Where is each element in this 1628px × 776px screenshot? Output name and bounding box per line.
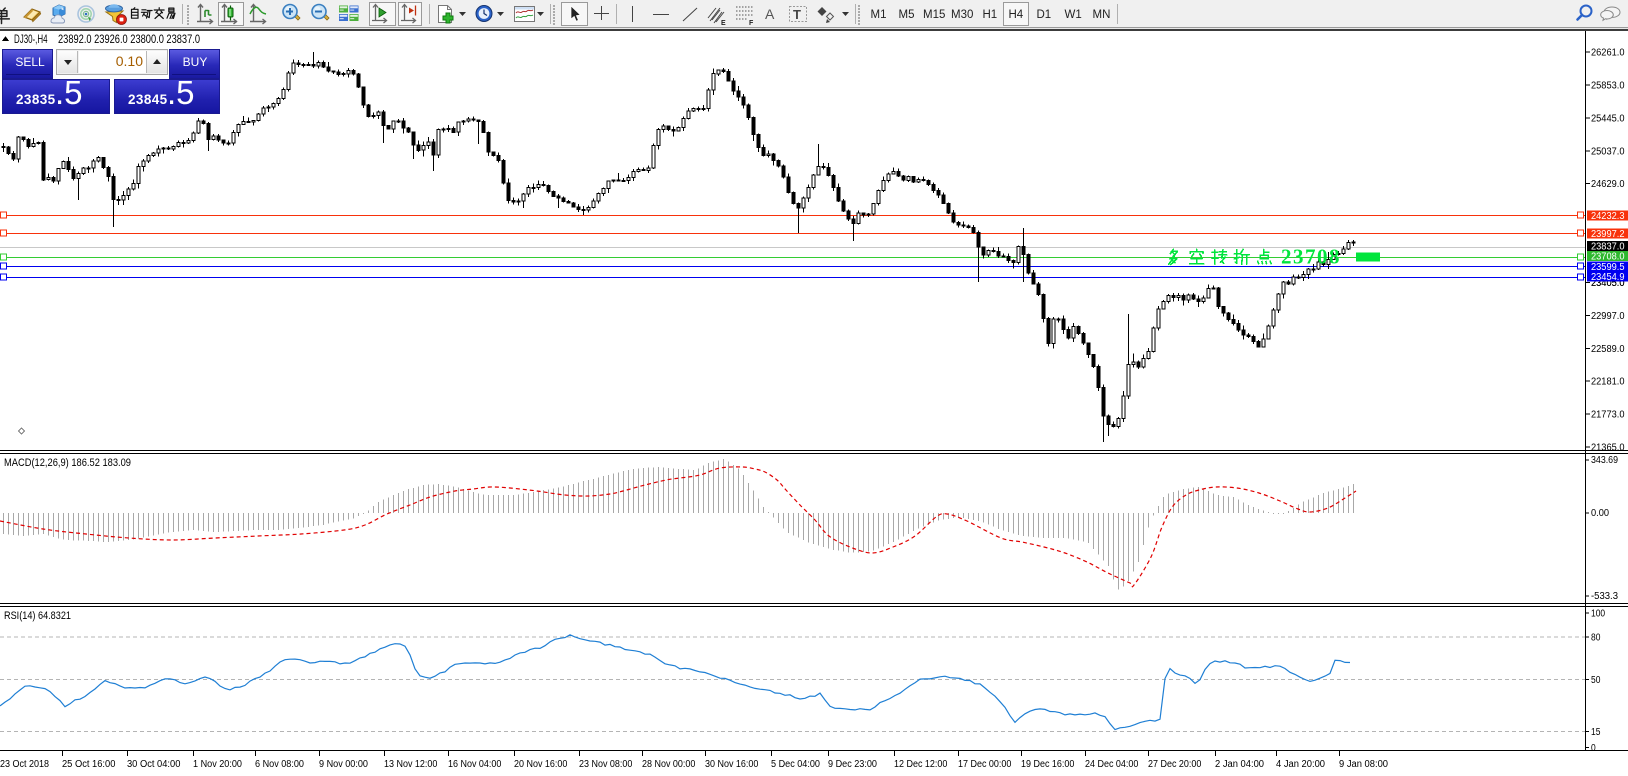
svg-text:M15: M15 [923, 9, 945, 21]
svg-text:19 Dec 16:00: 19 Dec 16:00 [1021, 759, 1075, 770]
svg-text:23997.2: 23997.2 [1591, 229, 1625, 240]
svg-text:17 Dec 00:00: 17 Dec 00:00 [958, 759, 1012, 770]
svg-text:MN: MN [1093, 9, 1111, 21]
svg-text:MACD(12,26,9) 186.52 183.09: MACD(12,26,9) 186.52 183.09 [4, 457, 131, 469]
svg-text:-533.3: -533.3 [1591, 591, 1618, 602]
svg-text:0.00: 0.00 [1591, 508, 1609, 519]
svg-text:22997.0: 22997.0 [1591, 311, 1625, 322]
svg-text:23837.0: 23837.0 [1591, 242, 1625, 253]
svg-text:23708.0: 23708.0 [1591, 252, 1625, 263]
svg-text:20 Nov 16:00: 20 Nov 16:00 [514, 759, 568, 770]
svg-text:9 Dec 23:00: 9 Dec 23:00 [828, 759, 877, 770]
svg-text:23454.9: 23454.9 [1591, 272, 1625, 283]
svg-text:5 Dec 04:00: 5 Dec 04:00 [771, 759, 820, 770]
svg-text:24232.3: 24232.3 [1591, 211, 1625, 222]
svg-text:M5: M5 [899, 9, 915, 21]
svg-text:21365.0: 21365.0 [1591, 443, 1625, 454]
svg-text:0: 0 [1591, 743, 1596, 754]
svg-text:W1: W1 [1065, 9, 1082, 21]
svg-text:26261.0: 26261.0 [1591, 48, 1625, 59]
svg-text:343.69: 343.69 [1591, 455, 1618, 466]
svg-text:28 Nov 00:00: 28 Nov 00:00 [642, 759, 696, 770]
svg-text:23405.0: 23405.0 [1591, 278, 1625, 289]
svg-text:25 Oct 16:00: 25 Oct 16:00 [62, 759, 116, 770]
svg-text:4 Jan 20:00: 4 Jan 20:00 [1276, 759, 1325, 770]
svg-text:24 Dec 04:00: 24 Dec 04:00 [1085, 759, 1139, 770]
svg-text:M1: M1 [871, 9, 887, 21]
svg-text:E: E [721, 20, 726, 27]
svg-text:9 Nov 00:00: 9 Nov 00:00 [319, 759, 368, 770]
svg-text:30 Nov 16:00: 30 Nov 16:00 [705, 759, 759, 770]
svg-text:16 Nov 04:00: 16 Nov 04:00 [448, 759, 502, 770]
svg-text:23892.0 23926.0 23800.0 23837.: 23892.0 23926.0 23800.0 23837.0 [58, 32, 200, 46]
svg-text:24629.0: 24629.0 [1591, 179, 1625, 190]
svg-text:H4: H4 [1009, 9, 1024, 21]
svg-text:6 Nov 08:00: 6 Nov 08:00 [255, 759, 304, 770]
svg-text:25853.0: 25853.0 [1591, 80, 1625, 91]
svg-text:M30: M30 [951, 9, 973, 21]
svg-text:1 Nov 20:00: 1 Nov 20:00 [193, 759, 242, 770]
svg-text:12 Dec 12:00: 12 Dec 12:00 [894, 759, 948, 770]
svg-text:2 Jan 04:00: 2 Jan 04:00 [1215, 759, 1264, 770]
svg-text:50: 50 [1591, 675, 1601, 686]
svg-text:27 Dec 20:00: 27 Dec 20:00 [1148, 759, 1202, 770]
svg-text:22589.0: 22589.0 [1591, 344, 1625, 355]
svg-text:13 Nov 12:00: 13 Nov 12:00 [384, 759, 438, 770]
svg-text:9 Jan 08:00: 9 Jan 08:00 [1339, 759, 1388, 770]
svg-text:H1: H1 [983, 9, 998, 21]
svg-text:25037.0: 25037.0 [1591, 146, 1625, 157]
svg-text:A: A [765, 6, 775, 22]
svg-text:15: 15 [1591, 727, 1601, 738]
svg-text:21773.0: 21773.0 [1591, 410, 1625, 421]
svg-text:22181.0: 22181.0 [1591, 377, 1625, 388]
svg-text:T: T [793, 7, 801, 22]
svg-text:23 Nov 08:00: 23 Nov 08:00 [579, 759, 633, 770]
svg-text:23405.0: 23405.0 [1591, 278, 1625, 289]
svg-text:DJ30-,H4: DJ30-,H4 [14, 32, 48, 46]
svg-text:D1: D1 [1037, 9, 1052, 21]
svg-text:30 Oct 04:00: 30 Oct 04:00 [127, 759, 181, 770]
svg-text:23708: 23708 [1281, 245, 1341, 269]
svg-text:RSI(14) 64.8321: RSI(14) 64.8321 [4, 610, 71, 622]
svg-text:23599.5: 23599.5 [1591, 262, 1625, 273]
svg-text:23 Oct 2018: 23 Oct 2018 [0, 759, 49, 770]
svg-text:100: 100 [1591, 609, 1605, 620]
svg-text:80: 80 [1591, 633, 1601, 644]
svg-text:25445.0: 25445.0 [1591, 113, 1625, 124]
svg-text:F: F [749, 20, 754, 27]
